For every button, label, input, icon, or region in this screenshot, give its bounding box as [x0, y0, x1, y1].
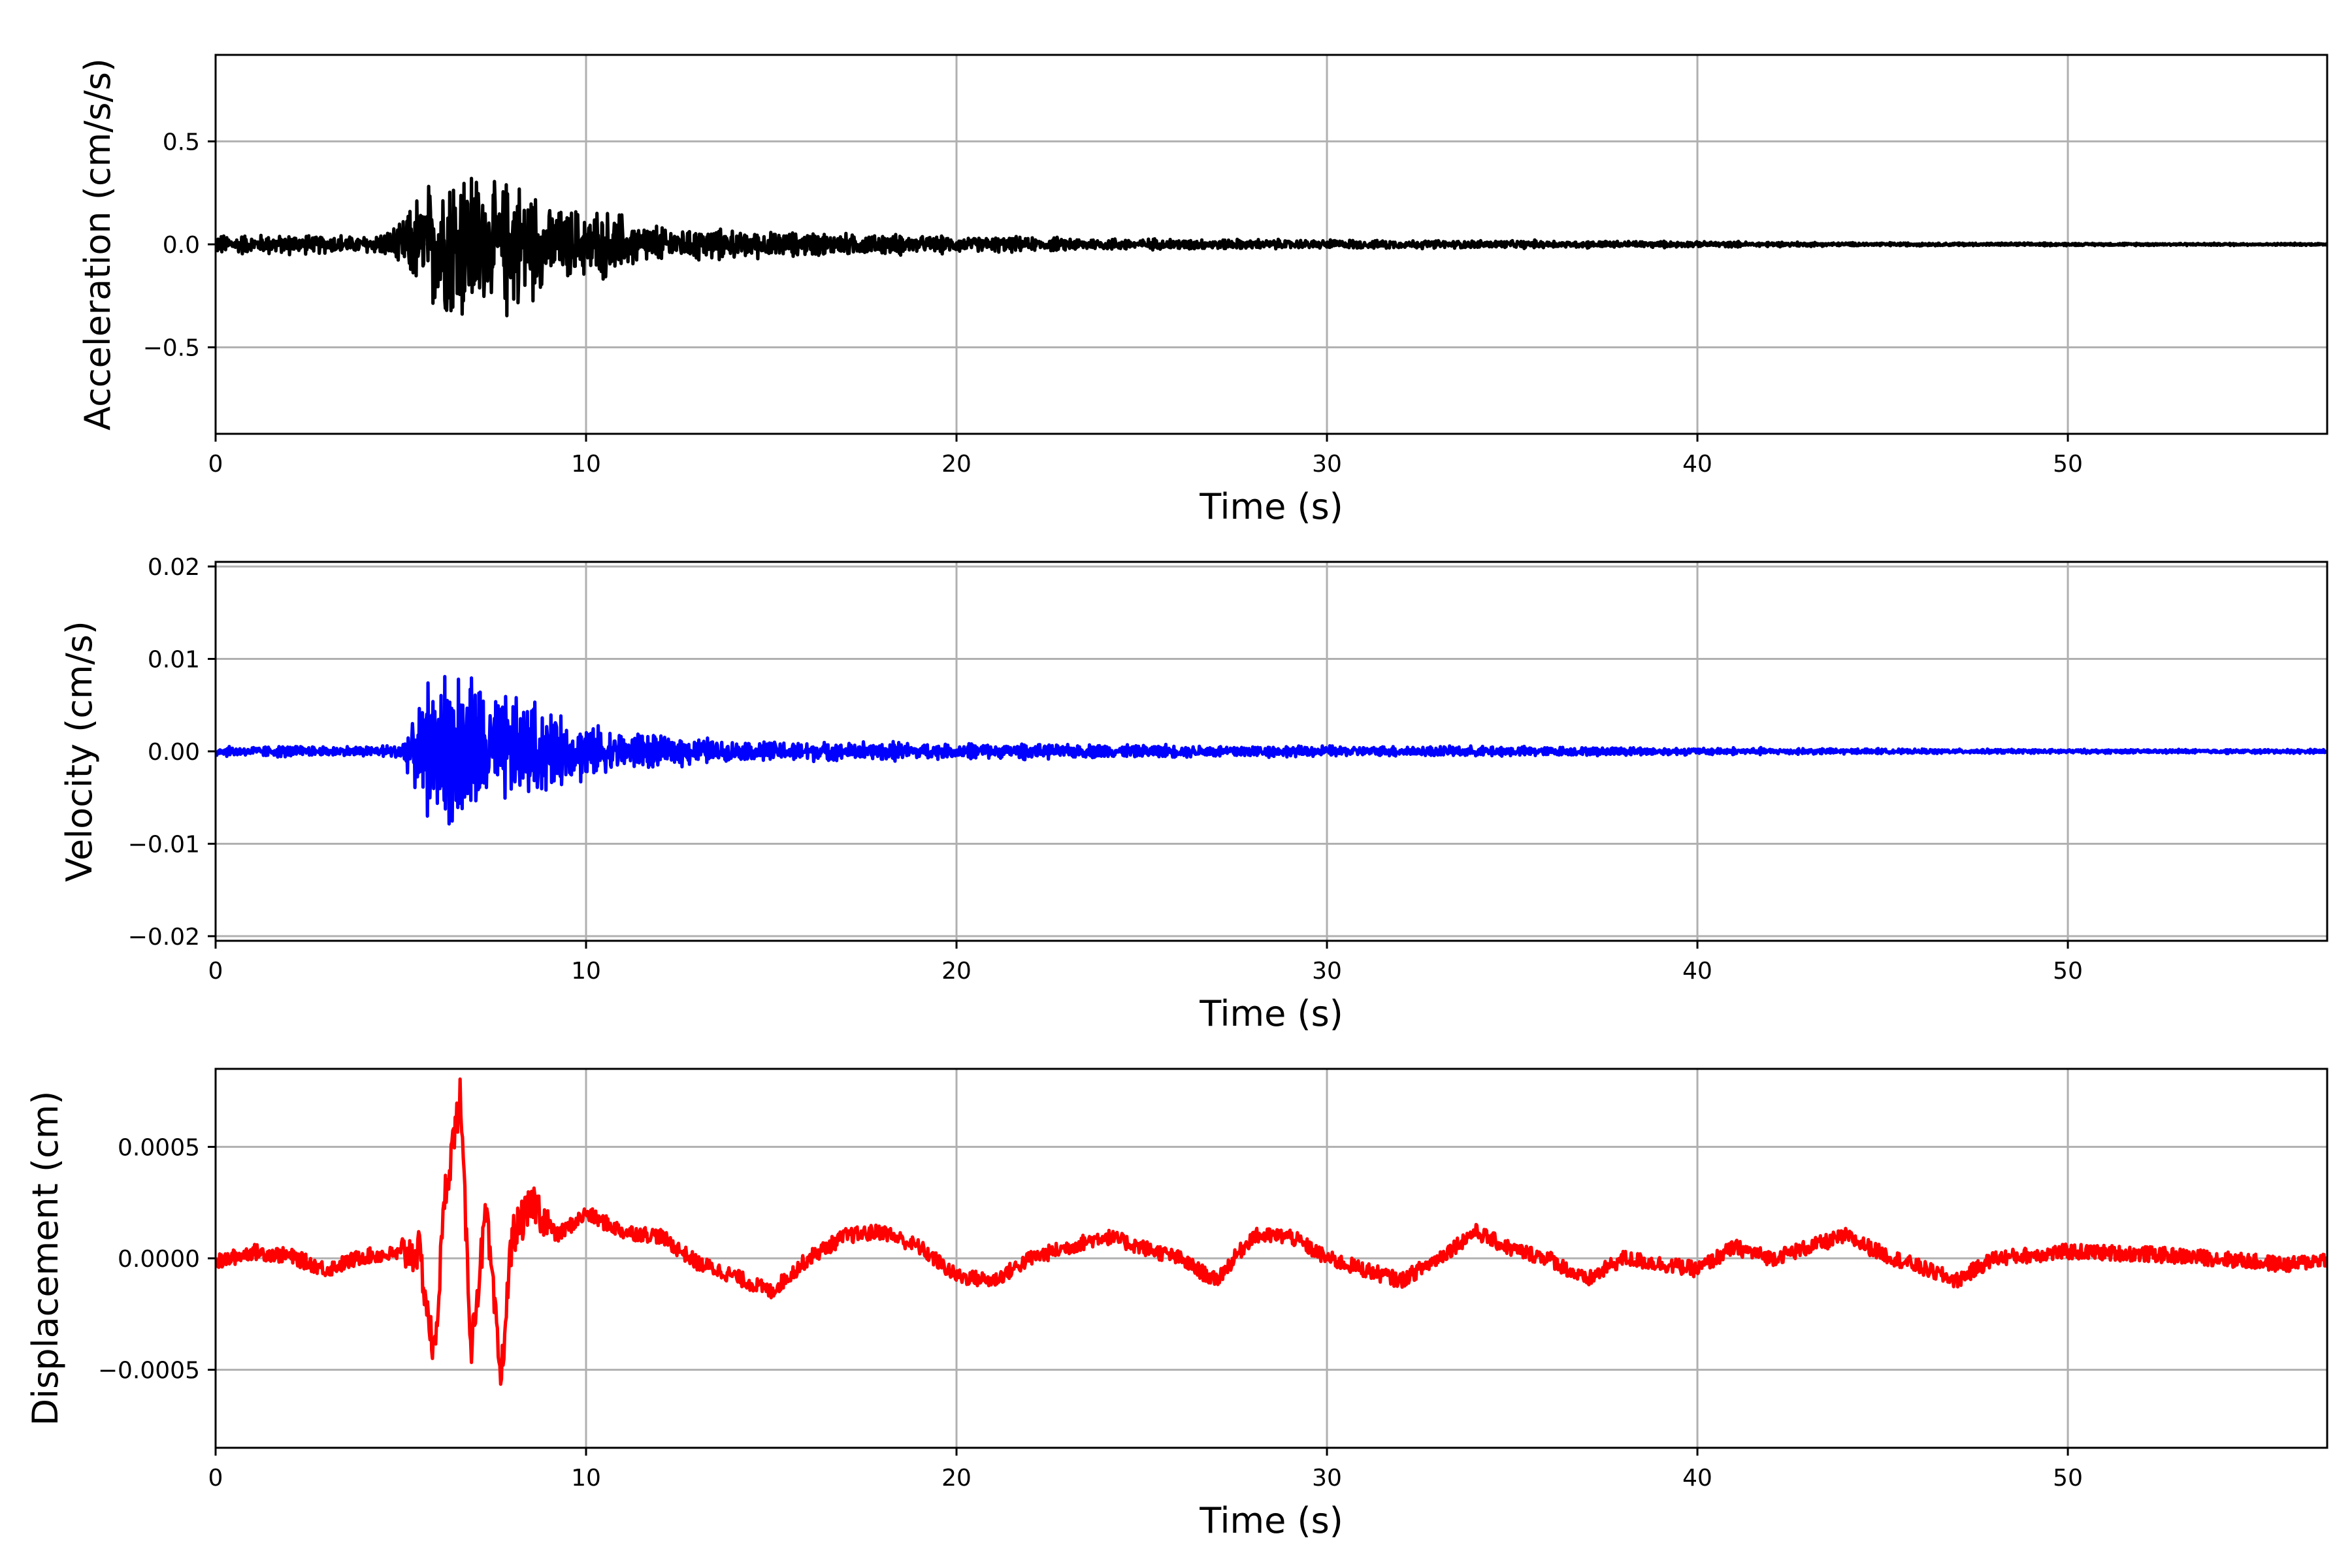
- displacement-y-axis-label: Displacement (cm): [25, 1091, 66, 1426]
- acceleration-panel: 0 10 20 30 40 50 −0.5 0.0 0.5 Time (s) Acceleratio…: [77, 54, 2328, 527]
- velocity-y-tick-label: 0.01: [148, 647, 200, 674]
- displacement-x-tick-label: 50: [2053, 1465, 2083, 1492]
- velocity-x-tick-label: 20: [941, 958, 972, 985]
- velocity-x-tick-label: 0: [208, 958, 223, 985]
- acceleration-x-tick-label: 0: [208, 451, 223, 478]
- velocity-y-tick-label: 0.00: [148, 739, 200, 766]
- displacement-y-tick-label: 0.0005: [118, 1134, 200, 1161]
- displacement-x-tick-label: 10: [571, 1465, 601, 1492]
- velocity-x-axis-label: Time (s): [1199, 993, 1343, 1034]
- velocity-x-tick-label: 40: [1682, 958, 1712, 985]
- velocity-x-tick-label: 10: [571, 958, 601, 985]
- acceleration-y-tick-label: 0.5: [163, 129, 200, 155]
- acceleration-x-axis-label: Time (s): [1199, 486, 1343, 527]
- displacement-y-tick-label: 0.0000: [118, 1246, 200, 1273]
- velocity-trace: [216, 675, 2327, 826]
- displacement-panel: 0 10 20 30 40 50 −0.0005 0.0000 0.0005 Time (s) Di…: [25, 1068, 2328, 1541]
- velocity-y-tick-label: −0.02: [128, 924, 200, 951]
- acceleration-trace: [216, 176, 2327, 318]
- velocity-y-tick-label: −0.01: [128, 831, 200, 858]
- displacement-x-tick-label: 20: [941, 1465, 972, 1492]
- velocity-y-axis-label: Velocity (cm/s): [59, 621, 100, 882]
- displacement-x-axis-label: Time (s): [1199, 1500, 1343, 1541]
- displacement-x-tick-label: 0: [208, 1465, 223, 1492]
- velocity-y-tick-label: 0.02: [148, 554, 200, 581]
- velocity-x-tick-label: 50: [2053, 958, 2083, 985]
- acceleration-x-tick-label: 30: [1312, 451, 1342, 478]
- displacement-x-tick-label: 40: [1682, 1465, 1712, 1492]
- acceleration-y-tick-label: 0.0: [163, 232, 200, 259]
- acceleration-y-tick-label: −0.5: [143, 335, 200, 362]
- displacement-x-tick-label: 30: [1312, 1465, 1342, 1492]
- displacement-y-tick-label: −0.0005: [98, 1358, 200, 1384]
- acceleration-y-axis-label: Acceleration (cm/s/s): [77, 58, 118, 431]
- acceleration-x-tick-label: 20: [941, 451, 972, 478]
- velocity-panel: 0 10 20 30 40 50 −0.02 −0.01 0.00 0.01 0.02 Time (s…: [59, 554, 2328, 1034]
- velocity-x-tick-label: 30: [1312, 958, 1342, 985]
- acceleration-x-tick-label: 50: [2053, 451, 2083, 478]
- displacement-trace: [216, 1077, 2327, 1386]
- acceleration-x-tick-label: 10: [571, 451, 601, 478]
- acceleration-x-tick-label: 40: [1682, 451, 1712, 478]
